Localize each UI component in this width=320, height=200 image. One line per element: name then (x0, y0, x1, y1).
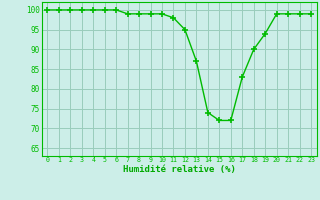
X-axis label: Humidité relative (%): Humidité relative (%) (123, 165, 236, 174)
